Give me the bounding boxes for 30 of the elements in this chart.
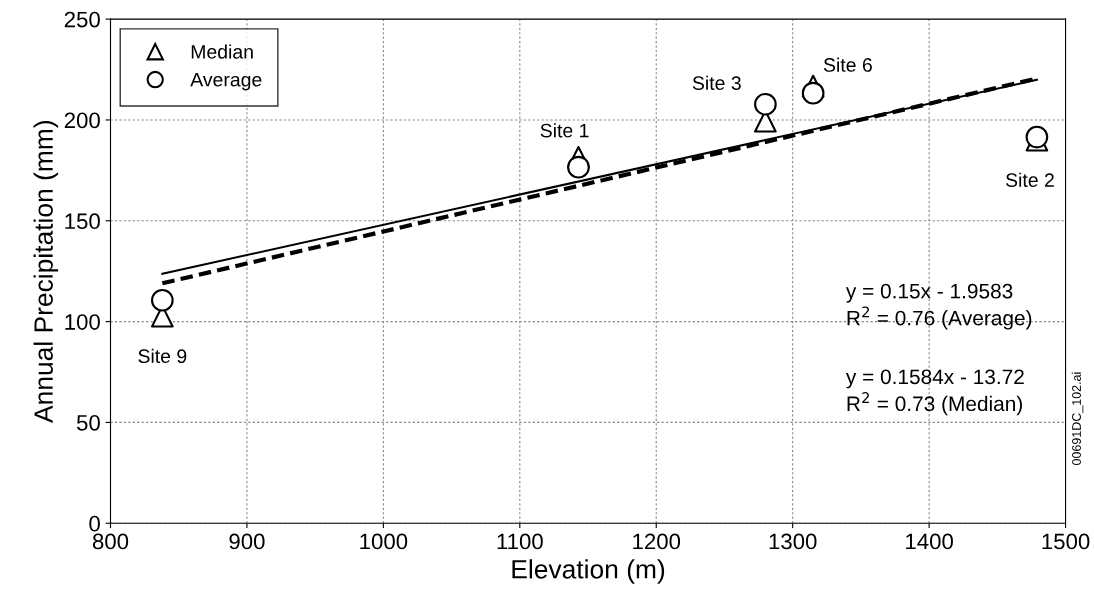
y-tick-label: 250 bbox=[64, 11, 100, 28]
y-tick-label: 150 bbox=[65, 213, 100, 230]
x-tick-label: 1100 bbox=[497, 533, 543, 550]
y-axis-title: Annual Precipitation (mm) bbox=[33, 121, 59, 423]
y-tick-label: 50 bbox=[76, 414, 100, 431]
legend-label: Average bbox=[190, 72, 262, 91]
point bbox=[801, 81, 825, 105]
point bbox=[151, 288, 174, 312]
y-tick-label: 0 bbox=[89, 515, 100, 532]
annotation: Site 6 bbox=[823, 57, 872, 72]
x-tick-label: 1300 bbox=[769, 533, 817, 550]
x-tick-label: 1200 bbox=[633, 533, 681, 550]
point bbox=[754, 92, 777, 116]
x-tick-label: 800 bbox=[92, 533, 129, 550]
x-axis-title: Elevation (m) bbox=[512, 559, 665, 584]
x-tick-label: 900 bbox=[229, 533, 265, 550]
y-tick-label: 100 bbox=[65, 314, 100, 330]
x-tick-label: 1400 bbox=[906, 533, 953, 550]
annotation: Site 3 bbox=[692, 75, 741, 91]
annotation: Site 1 bbox=[540, 123, 589, 138]
annotation: y = 0.15x - 1.9583 R$^{2}$ = 0.76 (Average) bbox=[845, 283, 1032, 330]
text: 00691DC_102.ai bbox=[1071, 372, 1084, 466]
annotation: Site 2 bbox=[1005, 172, 1054, 188]
annotation: Site 9 bbox=[138, 348, 187, 364]
x-tick-label: 1500 bbox=[1042, 533, 1090, 550]
legend-label: Median bbox=[191, 44, 253, 59]
y-tick-label: 200 bbox=[64, 112, 100, 129]
annotation: y = 0.1584x - 13.72 R$^{2}$ = 0.73 (Median) bbox=[845, 369, 1024, 416]
x-tick-label: 1000 bbox=[360, 533, 408, 550]
point bbox=[567, 155, 590, 179]
